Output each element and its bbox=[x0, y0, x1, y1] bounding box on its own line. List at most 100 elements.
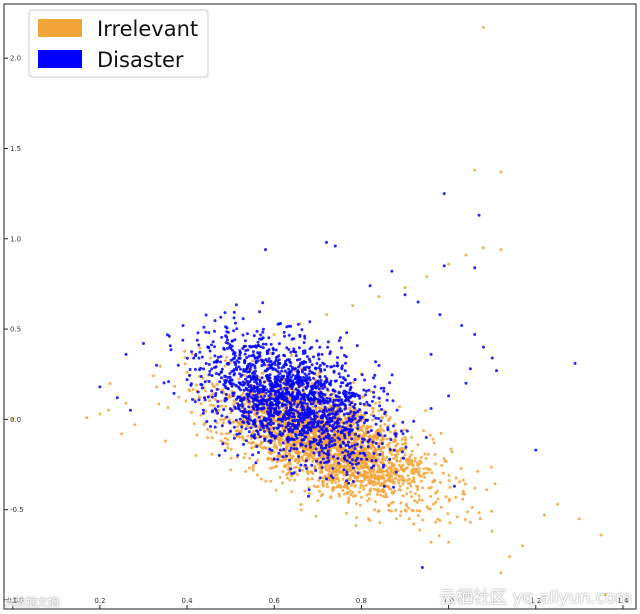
scatter-point-disaster bbox=[295, 436, 299, 440]
scatter-point-disaster bbox=[317, 352, 321, 356]
scatter-point-irrelevant bbox=[236, 425, 239, 429]
scatter-point-disaster bbox=[401, 456, 405, 460]
scatter-point-disaster bbox=[355, 421, 359, 425]
scatter-point-disaster bbox=[277, 342, 281, 346]
scatter-point-irrelevant bbox=[376, 510, 380, 513]
scatter-point-irrelevant bbox=[402, 468, 406, 472]
scatter-point-disaster bbox=[331, 388, 335, 392]
scatter-point-disaster bbox=[220, 390, 224, 394]
scatter-point-disaster bbox=[265, 425, 269, 429]
scatter-point-irrelevant bbox=[461, 497, 465, 501]
scatter-point-disaster bbox=[115, 396, 119, 400]
scatter-point-disaster bbox=[225, 347, 229, 350]
scatter-point-irrelevant bbox=[243, 373, 247, 377]
scatter-point-disaster bbox=[339, 401, 343, 405]
scatter-point-disaster bbox=[233, 405, 237, 409]
scatter-point-disaster bbox=[185, 356, 189, 360]
scatter-point-disaster bbox=[227, 420, 231, 424]
scatter-point-disaster bbox=[223, 449, 227, 452]
scatter-point-disaster bbox=[216, 400, 220, 403]
scatter-point-disaster bbox=[167, 380, 171, 384]
scatter-point-irrelevant bbox=[195, 383, 198, 387]
scatter-point-disaster bbox=[347, 427, 350, 431]
scatter-point-irrelevant bbox=[403, 286, 407, 289]
scatter-point-irrelevant bbox=[298, 450, 302, 454]
scatter-point-disaster bbox=[325, 435, 328, 439]
scatter-point-irrelevant bbox=[296, 450, 300, 454]
scatter-point-disaster bbox=[288, 401, 292, 405]
scatter-point-irrelevant bbox=[275, 464, 278, 468]
scatter-point-irrelevant bbox=[358, 471, 362, 475]
scatter-point-disaster bbox=[304, 459, 308, 463]
scatter-point-disaster bbox=[356, 471, 360, 475]
scatter-point-irrelevant bbox=[354, 454, 358, 458]
scatter-point-disaster bbox=[352, 411, 356, 414]
scatter-point-disaster bbox=[244, 377, 247, 381]
scatter-point-disaster bbox=[303, 398, 307, 402]
scatter-point-disaster bbox=[210, 389, 214, 393]
scatter-point-disaster bbox=[298, 357, 302, 361]
scatter-point-disaster bbox=[308, 369, 312, 373]
scatter-point-disaster bbox=[310, 411, 314, 415]
scatter-point-disaster bbox=[292, 337, 296, 341]
scatter-point-irrelevant bbox=[371, 418, 374, 422]
scatter-point-irrelevant bbox=[383, 480, 386, 484]
scatter-point-disaster bbox=[319, 379, 323, 382]
scatter-point-disaster bbox=[307, 372, 311, 376]
scatter-point-disaster bbox=[340, 429, 344, 433]
scatter-point-irrelevant bbox=[247, 466, 251, 470]
scatter-point-disaster bbox=[337, 461, 341, 465]
scatter-point-disaster bbox=[219, 376, 223, 380]
scatter-point-disaster bbox=[292, 424, 296, 428]
scatter-point-disaster bbox=[226, 387, 230, 391]
scatter-point-irrelevant bbox=[163, 439, 167, 443]
scatter-point-disaster bbox=[319, 367, 323, 371]
scatter-point-disaster bbox=[311, 371, 315, 375]
scatter-point-disaster bbox=[297, 365, 300, 369]
scatter-point-irrelevant bbox=[331, 487, 335, 491]
scatter-point-disaster bbox=[232, 373, 236, 377]
scatter-point-disaster bbox=[310, 345, 314, 349]
scatter-point-disaster bbox=[240, 373, 244, 377]
scatter-point-disaster bbox=[215, 387, 219, 391]
scatter-point-disaster bbox=[273, 375, 277, 379]
scatter-point-disaster bbox=[258, 388, 262, 391]
scatter-point-disaster bbox=[247, 399, 251, 403]
scatter-point-irrelevant bbox=[228, 418, 232, 421]
scatter-point-irrelevant bbox=[190, 410, 194, 414]
scatter-point-irrelevant bbox=[384, 492, 388, 496]
scatter-point-disaster bbox=[367, 439, 371, 443]
scatter-point-irrelevant bbox=[228, 393, 232, 397]
scatter-point-irrelevant bbox=[499, 571, 503, 575]
scatter-point-disaster bbox=[190, 350, 194, 354]
scatter-point-irrelevant bbox=[386, 443, 390, 447]
scatter-point-irrelevant bbox=[332, 469, 336, 473]
scatter-point-disaster bbox=[341, 451, 345, 454]
scatter-point-irrelevant bbox=[420, 498, 424, 502]
scatter-point-disaster bbox=[324, 443, 328, 447]
scatter-point-irrelevant bbox=[403, 435, 407, 439]
scatter-point-disaster bbox=[276, 370, 280, 373]
scatter-point-disaster bbox=[468, 367, 472, 371]
scatter-point-disaster bbox=[270, 448, 274, 452]
scatter-point-disaster bbox=[256, 391, 260, 395]
scatter-point-irrelevant bbox=[304, 420, 308, 424]
scatter-point-disaster bbox=[169, 348, 173, 352]
scatter-point-irrelevant bbox=[318, 371, 321, 375]
y-tick-label: 0.5 bbox=[10, 326, 21, 334]
scatter-point-disaster bbox=[357, 461, 360, 465]
scatter-point-irrelevant bbox=[367, 481, 371, 485]
scatter-point-irrelevant bbox=[387, 441, 391, 445]
scatter-point-irrelevant bbox=[407, 517, 411, 521]
scatter-point-disaster bbox=[207, 362, 211, 366]
scatter-point-disaster bbox=[267, 357, 271, 361]
scatter-point-disaster bbox=[313, 381, 317, 385]
scatter-point-disaster bbox=[247, 385, 251, 389]
scatter-point-disaster bbox=[329, 379, 333, 383]
scatter-point-disaster bbox=[276, 374, 280, 378]
scatter-point-disaster bbox=[317, 391, 321, 395]
scatter-point-disaster bbox=[213, 394, 217, 398]
scatter-point-disaster bbox=[215, 409, 218, 413]
scatter-point-irrelevant bbox=[281, 470, 285, 474]
scatter-point-disaster bbox=[276, 363, 280, 367]
